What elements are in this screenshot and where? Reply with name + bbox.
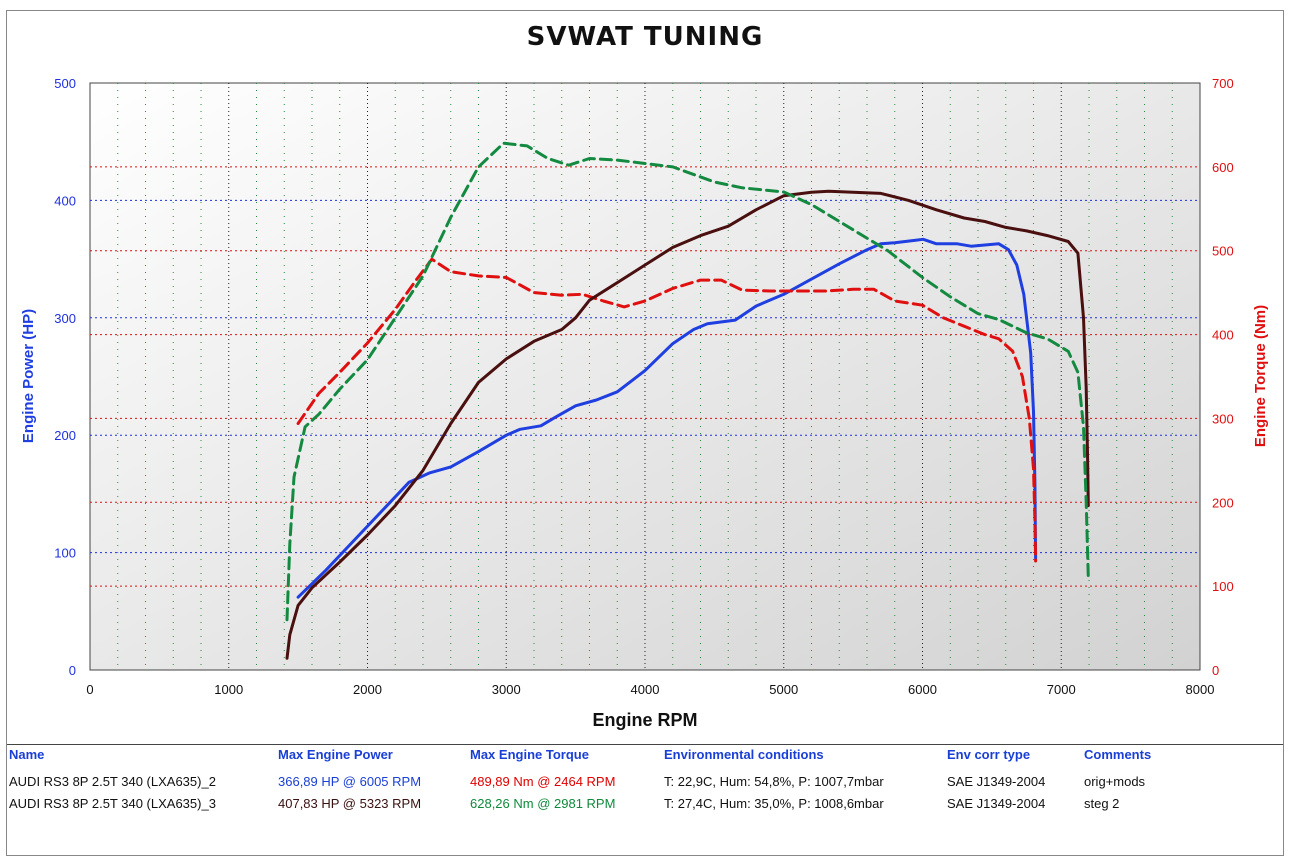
y2-tick-label: 300 [1212, 411, 1234, 426]
plot-area [89, 82, 1201, 671]
x-tick-label: 0 [86, 682, 93, 697]
x-tick-label: 5000 [769, 682, 798, 697]
y-tick-label: 100 [54, 546, 76, 561]
x-tick-label: 7000 [1047, 682, 1076, 697]
series-line-3 [285, 189, 1090, 660]
comment: orig+mods [1084, 774, 1146, 789]
x-tick-label: 6000 [908, 682, 937, 697]
col-header-name: Name [9, 747, 45, 762]
run-name: AUDI RS3 8P 2.5T 340 (LXA635)_2 [9, 774, 216, 789]
series-line-2 [296, 257, 1038, 563]
y2-tick-label: 100 [1212, 579, 1234, 594]
env-conditions: T: 22,9C, Hum: 54,8%, P: 1007,7mbar [664, 774, 884, 789]
grid-lines [90, 83, 1200, 670]
col-header-max-power: Max Engine Power [278, 747, 393, 762]
col-header-comments: Comments [1084, 747, 1152, 762]
series-lines [285, 141, 1090, 660]
series-line-1 [296, 237, 1038, 599]
col-header-max-torque: Max Engine Torque [470, 747, 589, 762]
y2-tick-label: 600 [1212, 160, 1234, 175]
y-tick-label: 0 [69, 663, 76, 678]
max-torque-value: 628,26 Nm @ 2981 RPM [470, 796, 616, 811]
y-tick-label: 200 [54, 428, 76, 443]
results-table: Name Max Engine Power Max Engine Torque … [7, 744, 1283, 811]
env-corr-type: SAE J1349-2004 [947, 796, 1046, 811]
y-axis-label: Engine Power (HP) [20, 309, 37, 443]
x-tick-label: 2000 [353, 682, 382, 697]
x-tick-label: 4000 [631, 682, 660, 697]
y2-tick-label: 0 [1212, 663, 1219, 678]
env-conditions: T: 27,4C, Hum: 35,0%, P: 1008,6mbar [664, 796, 884, 811]
comment: steg 2 [1084, 796, 1120, 811]
y2-tick-label: 400 [1212, 328, 1234, 343]
y-tick-label: 500 [54, 76, 76, 91]
y2-tick-label: 500 [1212, 244, 1234, 259]
y2-tick-label: 700 [1212, 76, 1234, 91]
y2-axis-label: Engine Torque (Nm) [1252, 305, 1269, 447]
max-power-value: 366,89 HP @ 6005 RPM [278, 774, 422, 789]
x-tick-label: 1000 [214, 682, 243, 697]
col-header-env: Environmental conditions [664, 747, 824, 762]
page-title: SVWAT TUNING [526, 22, 764, 52]
env-corr-type: SAE J1349-2004 [947, 774, 1046, 789]
max-power-value: 407,83 HP @ 5323 RPM [278, 796, 422, 811]
x-tick-label: 3000 [492, 682, 521, 697]
max-torque-value: 489,89 Nm @ 2464 RPM [470, 774, 616, 789]
series-line-4 [285, 141, 1090, 622]
col-header-corr: Env corr type [947, 747, 1031, 762]
y2-tick-label: 200 [1212, 495, 1234, 510]
y-tick-label: 400 [54, 193, 76, 208]
y-tick-label: 300 [54, 311, 76, 326]
x-tick-label: 8000 [1186, 682, 1215, 697]
x-axis-label: Engine RPM [592, 710, 697, 730]
run-name: AUDI RS3 8P 2.5T 340 (LXA635)_3 [9, 796, 216, 811]
tick-labels: 0 1000 2000 3000 4000 5000 6000 7000 80000100200… [54, 76, 1233, 697]
dyno-chart: 0 1000 2000 3000 4000 5000 6000 7000 80000100200… [20, 76, 1269, 730]
